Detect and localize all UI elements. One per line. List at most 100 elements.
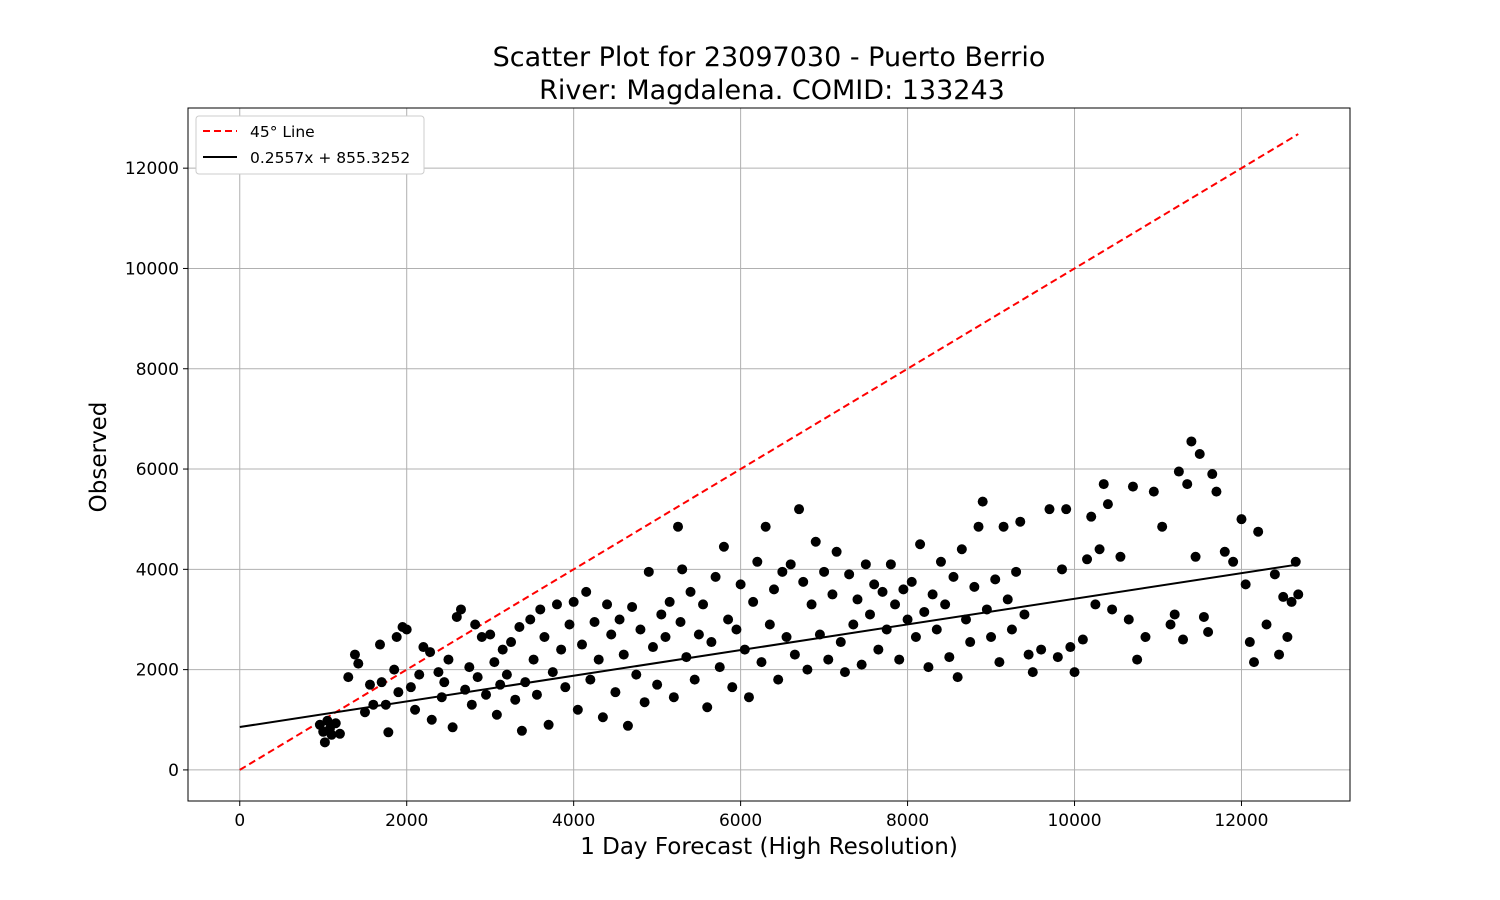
data-point [472,672,483,683]
data-point [827,589,838,600]
data-point [1182,479,1193,490]
data-point [589,616,600,627]
data-point [593,654,604,665]
data-point [998,521,1009,532]
chart-title: Scatter Plot for 23097030 - Puerto Berri… [493,42,1046,73]
data-point [718,541,729,552]
data-point [735,579,746,590]
data-point [1011,566,1022,577]
data-point [643,566,654,577]
y-tick-label: 6000 [136,460,179,480]
data-point [823,654,834,665]
y-tick-label: 12000 [125,159,179,179]
reference-line-group [239,133,1299,771]
data-point [1165,619,1176,630]
data-point [1286,596,1297,607]
data-point [1006,624,1017,635]
data-point [1140,632,1151,643]
data-point [1169,609,1180,620]
data-point [693,629,704,640]
data-point [1086,511,1097,522]
data-point [973,521,984,532]
data-point [1127,481,1138,492]
reference-line-45deg [239,133,1299,771]
data-point [802,664,813,675]
data-point [956,544,967,555]
data-point [865,609,876,620]
data-point [334,728,345,739]
data-point [1290,556,1301,567]
data-point [485,629,496,640]
data-point [798,576,809,587]
data-point [743,692,754,703]
data-point [1102,499,1113,510]
data-point [560,682,571,693]
legend: 45° Line 0.2557x + 855.3252 [195,115,425,175]
data-point [781,632,792,643]
data-point [890,599,901,610]
data-point [466,699,477,710]
data-point [1115,551,1126,562]
data-point [1002,594,1013,605]
data-point [330,718,341,729]
data-point [376,677,387,688]
data-point [898,584,909,595]
data-point [410,704,421,715]
data-point [1253,526,1264,537]
data-point [814,629,825,640]
data-point [525,614,536,625]
data-point [1061,504,1072,515]
y-tick-label: 8000 [136,360,179,380]
data-point [723,614,734,625]
data-point [556,644,567,655]
y-tick-label: 2000 [136,661,179,681]
x-axis-label: 1 Day Forecast (High Resolution) [580,834,958,860]
data-point [689,674,700,685]
grid [188,108,1350,801]
data-point [1065,642,1076,653]
data-point [994,657,1005,668]
data-point [464,662,475,673]
data-point [1107,604,1118,615]
data-point [1036,644,1047,655]
data-point [447,722,458,733]
data-point [1082,554,1093,565]
data-point [319,737,330,748]
data-point [839,667,850,678]
data-point [322,715,333,726]
legend-box [195,115,425,175]
data-point [495,679,506,690]
data-point [652,679,663,690]
data-point [1203,627,1214,638]
data-point [952,672,963,683]
data-point [948,571,959,582]
data-point [789,649,800,660]
legend-label-fit: 0.2557x + 855.3252 [250,149,410,167]
data-point [610,687,621,698]
data-point [1236,514,1247,525]
data-point [368,699,379,710]
data-point [1019,609,1030,620]
data-point [1244,637,1255,648]
data-point [531,689,542,700]
data-point [451,611,462,622]
data-point [1186,436,1197,447]
y-tick-label: 0 [168,761,179,781]
data-point [1052,652,1063,663]
data-point [1057,564,1068,575]
data-point [481,689,492,700]
data-point [433,667,444,678]
fit-line-group [239,563,1299,729]
data-point [869,579,880,590]
data-point [436,692,447,703]
data-point [677,564,688,575]
data-point [470,619,481,630]
data-point [944,652,955,663]
data-point [1148,486,1159,497]
data-point [752,556,763,567]
data-point [622,720,633,731]
data-point [401,624,412,635]
data-point [785,559,796,570]
data-point [631,669,642,680]
